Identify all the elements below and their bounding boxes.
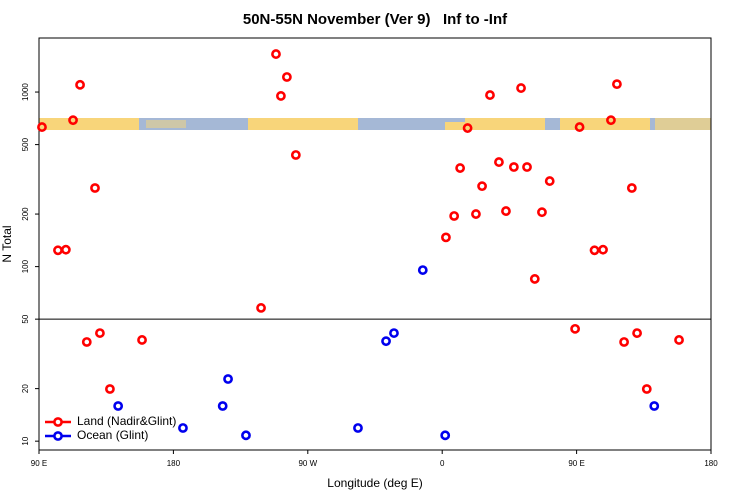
legend-marker — [53, 431, 63, 441]
point — [68, 115, 78, 126]
point — [516, 83, 526, 93]
point — [113, 401, 124, 411]
y-tick-label: 1000 — [21, 83, 30, 101]
x-tick-label: 90 E — [568, 459, 584, 468]
point — [674, 335, 684, 345]
point — [529, 274, 540, 284]
x-tick-label: 90 W — [298, 459, 317, 468]
point — [37, 122, 47, 132]
point — [462, 123, 473, 133]
plot-frame — [38, 37, 712, 451]
point — [441, 232, 451, 243]
point — [589, 245, 600, 256]
point — [440, 430, 451, 441]
point — [241, 430, 251, 441]
point — [570, 323, 581, 334]
point — [485, 90, 495, 100]
point — [53, 245, 63, 256]
point — [508, 162, 519, 172]
legend-label: Ocean (Glint) — [77, 428, 148, 442]
point — [95, 328, 105, 338]
point — [455, 163, 466, 173]
point — [632, 328, 642, 338]
y-tick-label: 500 — [21, 137, 30, 151]
y-axis-label: N Total — [0, 225, 14, 262]
point — [449, 211, 460, 221]
y-tick-label: 100 — [21, 259, 30, 273]
point — [626, 183, 637, 193]
point — [477, 181, 487, 192]
point — [271, 49, 281, 59]
point — [619, 337, 629, 347]
x-tick-label: 180 — [167, 459, 181, 468]
y-tick-label: 20 — [21, 384, 30, 393]
point — [137, 335, 147, 345]
point — [60, 244, 71, 255]
point — [223, 374, 233, 384]
point — [281, 72, 292, 82]
point — [537, 207, 547, 218]
point — [501, 206, 511, 216]
point — [598, 244, 608, 255]
y-tick-label: 200 — [21, 207, 30, 221]
point — [612, 79, 622, 90]
point — [81, 337, 92, 347]
point — [494, 157, 504, 167]
point — [178, 423, 188, 433]
x-tick-label: 180 — [704, 459, 718, 468]
point — [105, 384, 115, 394]
point — [276, 91, 286, 101]
point — [417, 265, 428, 275]
point — [217, 401, 228, 411]
legend-marker — [53, 417, 63, 427]
point — [522, 162, 532, 172]
point — [641, 384, 652, 394]
x-axis-label: Longitude (deg E) — [327, 476, 422, 490]
point — [544, 176, 555, 186]
point — [471, 209, 481, 219]
point — [649, 401, 660, 411]
map-strip — [39, 118, 711, 130]
point — [381, 336, 391, 347]
chart-title: 50N-55N November (Ver 9) Inf to -Inf — [243, 11, 508, 28]
point — [90, 183, 100, 193]
point — [606, 115, 616, 126]
point — [256, 303, 266, 313]
y-tick-label: 50 — [21, 314, 30, 323]
point — [389, 328, 399, 338]
legend-label: Land (Nadir&Glint) — [77, 414, 176, 428]
point — [353, 423, 363, 433]
point — [75, 79, 85, 90]
point — [574, 122, 585, 132]
y-tick-label: 10 — [21, 436, 30, 445]
x-tick-label: 90 E — [31, 459, 47, 468]
point — [290, 150, 301, 160]
x-tick-label: 0 — [440, 459, 445, 468]
